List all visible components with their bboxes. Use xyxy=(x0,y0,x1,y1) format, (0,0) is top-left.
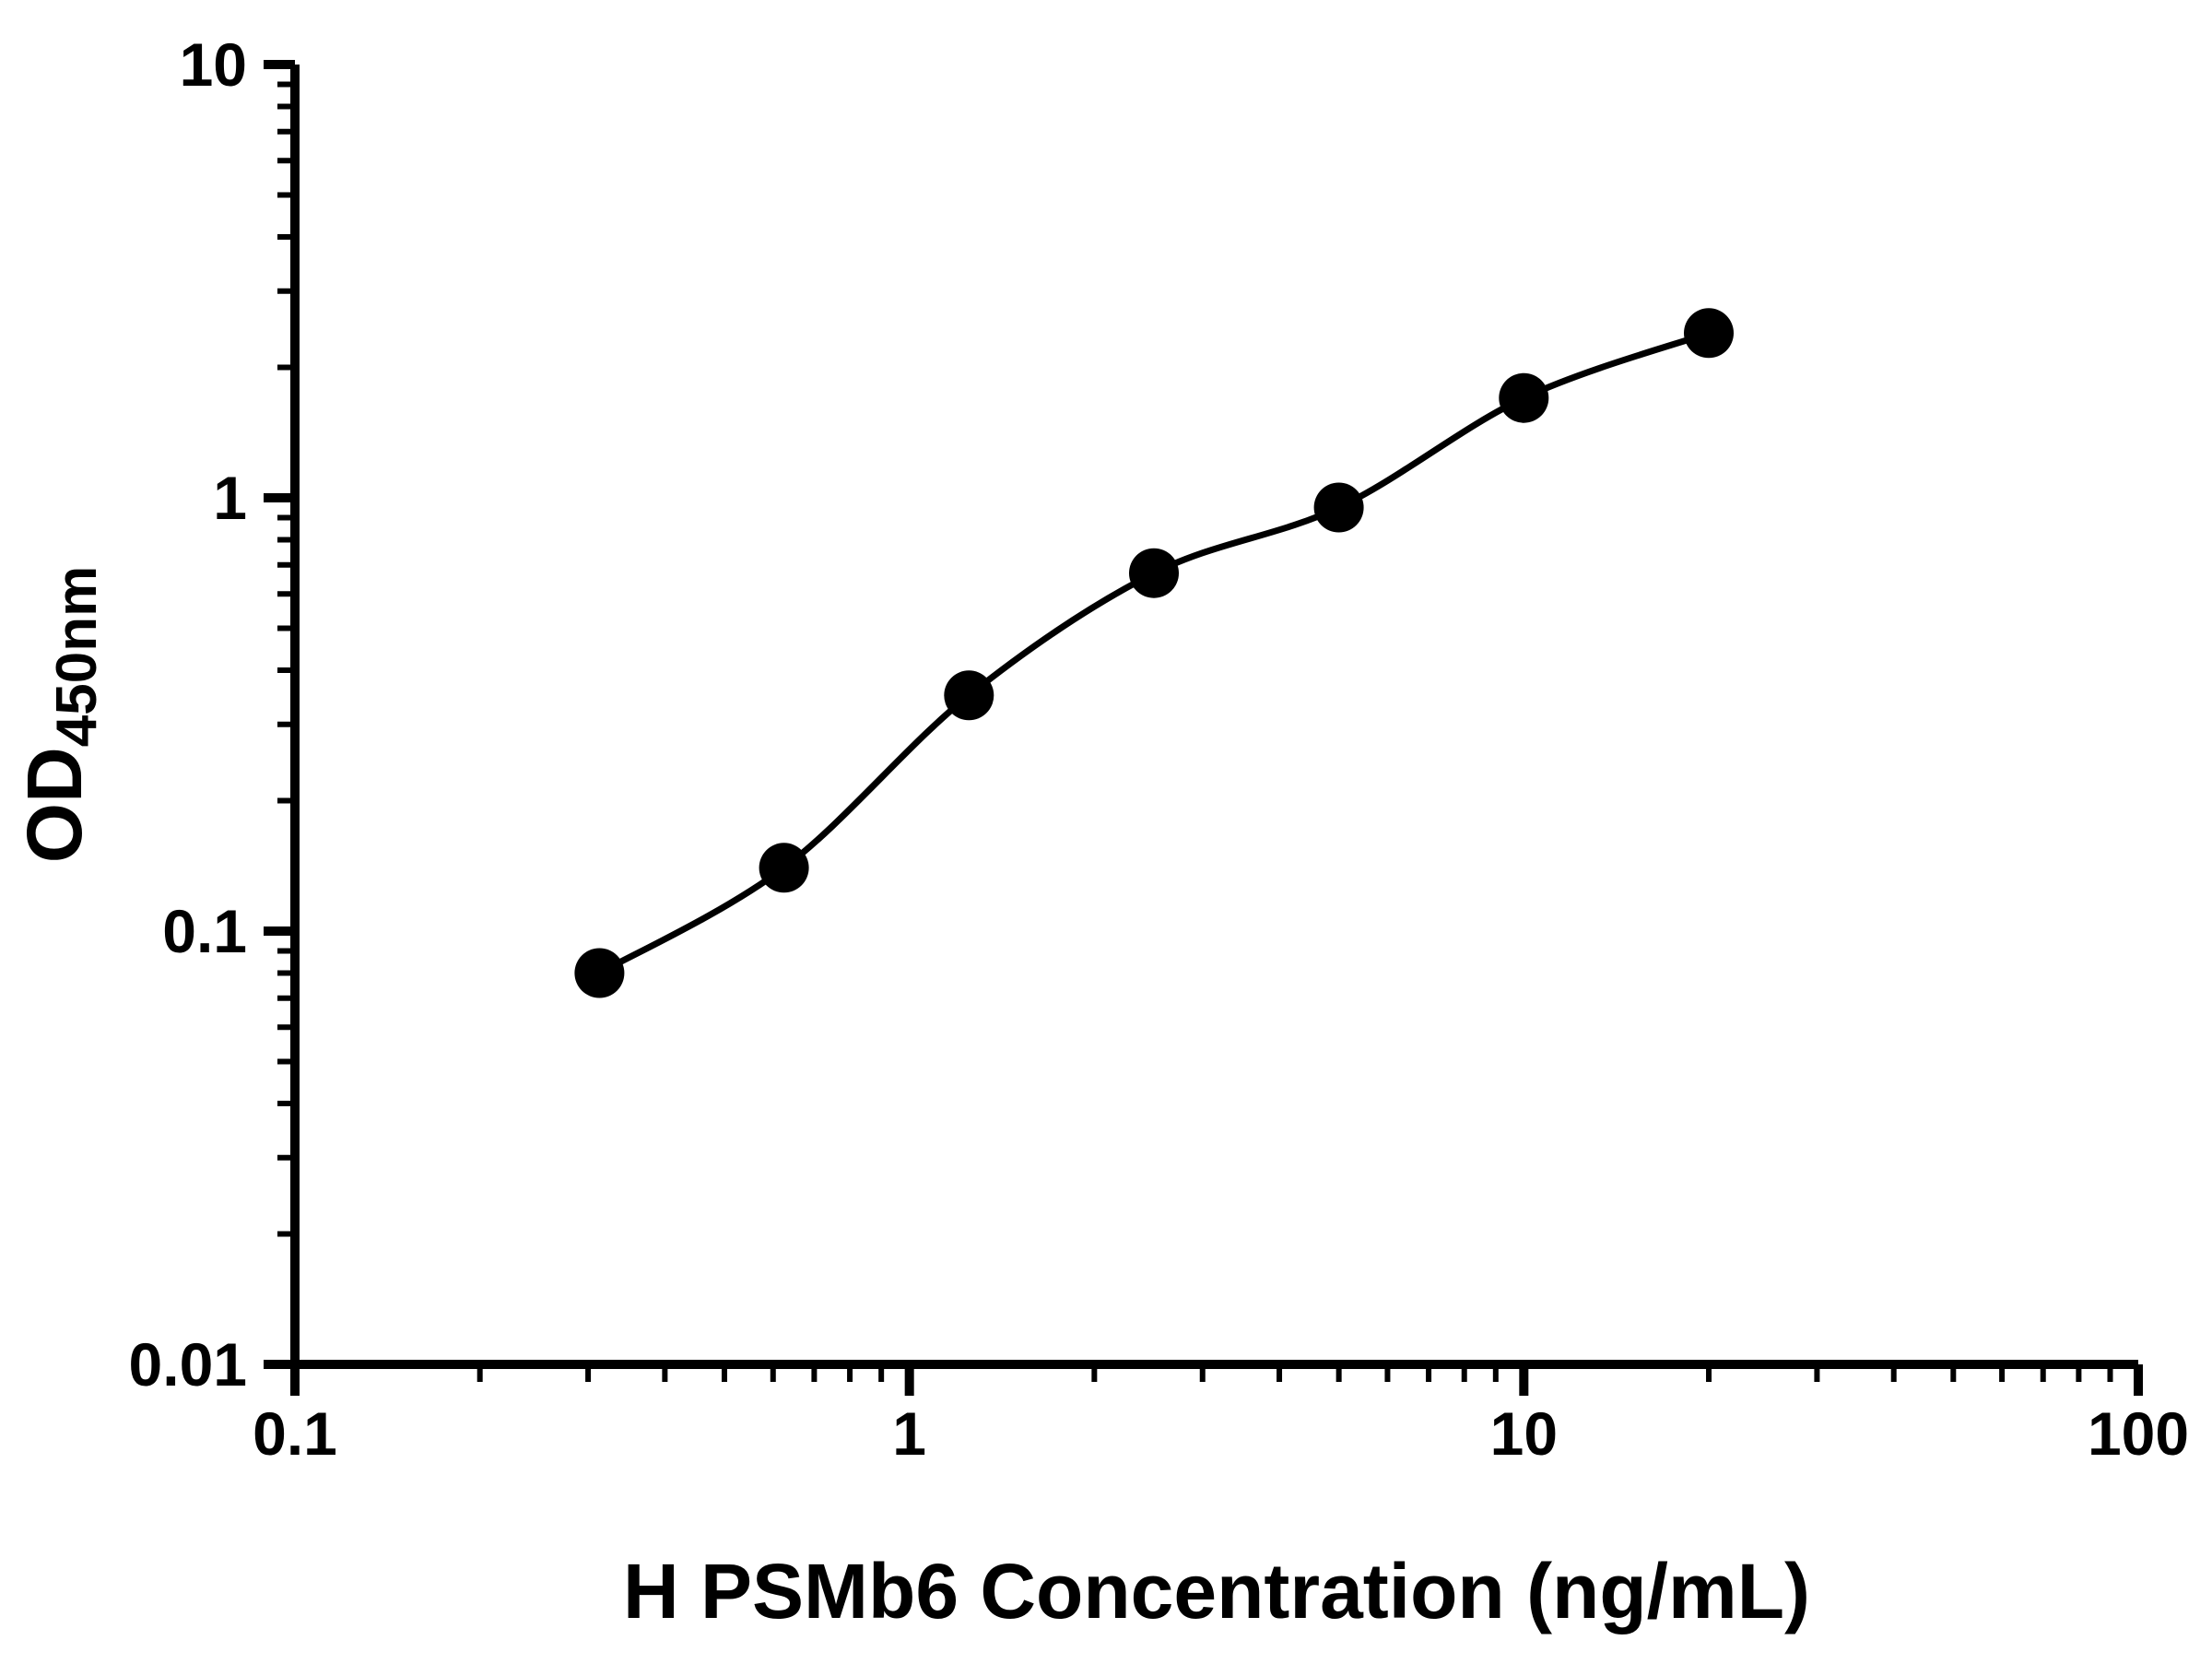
y-axis-title-main: OD xyxy=(11,747,98,863)
data-point xyxy=(759,843,809,893)
data-point xyxy=(944,670,994,721)
x-tick-label: 100 xyxy=(2088,1399,2189,1468)
y-tick-label: 0.01 xyxy=(129,1330,247,1398)
y-axis-title: OD450nm xyxy=(11,566,109,863)
data-point xyxy=(1129,548,1179,598)
x-axis-title: H PSMb6 Concentration (ng/mL) xyxy=(623,1548,1810,1634)
y-tick-label: 10 xyxy=(180,30,247,99)
y-tick-label: 1 xyxy=(213,464,247,532)
x-tick-label: 10 xyxy=(1490,1399,1558,1468)
data-point xyxy=(1684,308,1734,359)
data-point xyxy=(1313,482,1364,533)
y-tick-label: 0.1 xyxy=(162,897,247,965)
axis-lines xyxy=(290,65,2138,1369)
data-point xyxy=(574,948,625,998)
y-axis-title-subscript: 450nm xyxy=(45,566,109,747)
x-tick-label: 1 xyxy=(892,1399,926,1468)
data-point xyxy=(1499,372,1549,423)
x-tick-label: 0.1 xyxy=(253,1399,337,1468)
